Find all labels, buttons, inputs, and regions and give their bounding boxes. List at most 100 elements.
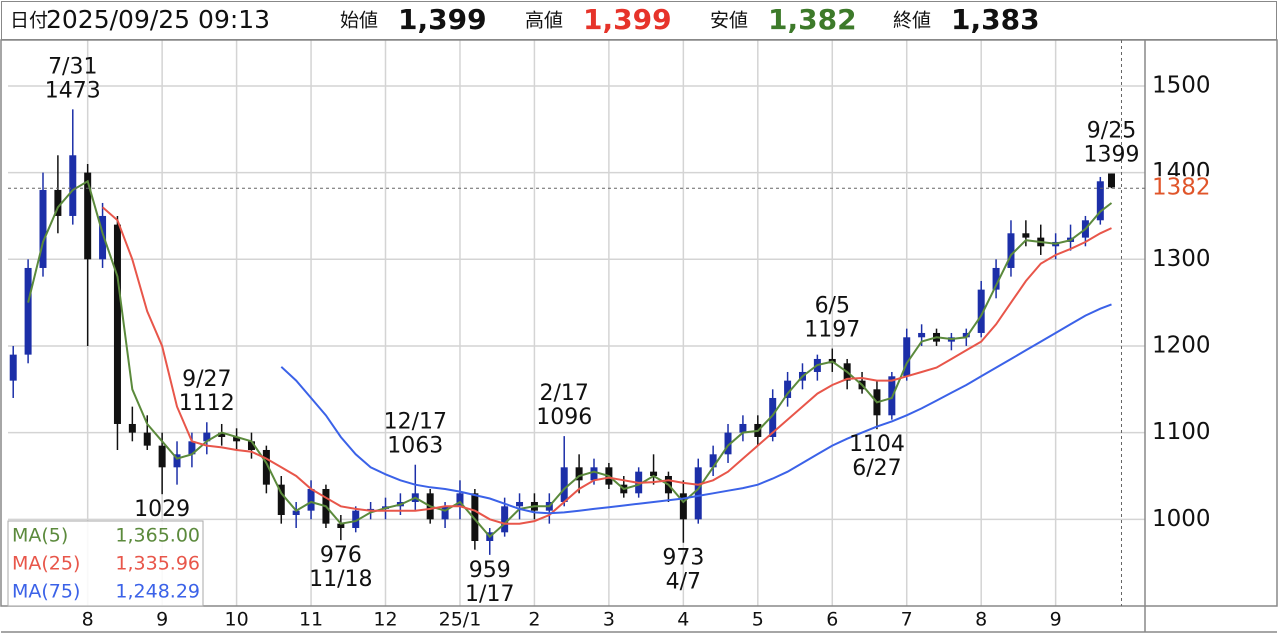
- last-price-label-bg: [1148, 176, 1218, 201]
- candle-body: [143, 432, 151, 446]
- x-tick-label: 11: [299, 609, 323, 631]
- candle-body: [709, 454, 717, 468]
- x-tick-label: 9: [1050, 609, 1062, 631]
- y-tick-label: 1200: [1152, 332, 1211, 358]
- candle-body: [724, 432, 732, 455]
- date-label: 日付: [10, 10, 48, 32]
- ma-line: [27, 179, 1113, 539]
- x-tick-label: 12: [373, 609, 397, 631]
- candle-body: [69, 155, 77, 216]
- annotation-date: 9/27: [182, 367, 231, 392]
- candle-body: [918, 332, 926, 338]
- candle-body: [590, 467, 598, 481]
- x-tick-label: 9: [156, 609, 168, 631]
- annotation-date: 1/17: [465, 582, 514, 607]
- x-tick-label: 8: [975, 609, 987, 631]
- date-value: 2025/09/25 09:13: [46, 5, 270, 34]
- candle-body: [1096, 181, 1104, 221]
- annotation-date: 2/17: [540, 381, 589, 406]
- annotation-date: 12/17: [384, 410, 447, 435]
- candle-body: [203, 432, 211, 442]
- ma-line: [280, 303, 1112, 515]
- annotation-value: 1063: [387, 434, 443, 459]
- annotation-date: 6/5: [815, 294, 850, 319]
- legend-box: [7, 520, 204, 607]
- candle-body: [471, 493, 479, 541]
- x-tick-label: 3: [603, 609, 615, 631]
- candle-body: [337, 523, 345, 528]
- y-tick-label: 1100: [1152, 419, 1211, 445]
- annotation-date: 4/7: [666, 570, 701, 595]
- y-tick-label: 1300: [1152, 246, 1211, 272]
- candle-body: [650, 471, 658, 476]
- x-tick-label: 4: [677, 609, 689, 631]
- candle-body: [784, 380, 792, 398]
- candle-body: [292, 510, 300, 515]
- legend-value: 1,335.96: [115, 553, 200, 575]
- annotation-value: 959: [469, 558, 511, 583]
- header-field-value: 1,399: [398, 3, 487, 36]
- candle-body: [99, 215, 107, 260]
- annotation-value: 1104: [849, 432, 905, 457]
- x-tick-label: 10: [224, 609, 248, 631]
- header-field-label: 始値: [340, 10, 378, 32]
- candle-body: [739, 423, 747, 433]
- legend-value: 1,248.29: [115, 581, 200, 603]
- header-bar: [1, 1, 1277, 40]
- candle-body: [962, 332, 970, 338]
- candle-body: [575, 467, 583, 481]
- candle-body: [501, 506, 509, 533]
- legend-value: 1,365.00: [115, 525, 200, 547]
- x-tick-label: 2: [528, 609, 540, 631]
- candle-body: [277, 484, 285, 515]
- candle-body: [903, 337, 911, 377]
- annotation-date: 7/31: [48, 54, 97, 79]
- candle-body: [262, 449, 270, 485]
- candle-body: [54, 189, 62, 216]
- candle-body: [679, 493, 687, 520]
- x-tick-label: 25/1: [439, 609, 482, 631]
- annotation-value: 1096: [536, 405, 592, 430]
- candle-body: [516, 501, 524, 507]
- legend-name: MA(75): [12, 581, 80, 603]
- candle-body: [977, 289, 985, 333]
- legend-name: MA(5): [12, 525, 68, 547]
- header-field-value: 1,399: [583, 3, 672, 36]
- plot-border: [0, 39, 1278, 607]
- annotation-value: 1029: [134, 497, 190, 522]
- x-tick-label: 6: [826, 609, 838, 631]
- candle-body: [992, 267, 1000, 290]
- candle-body: [113, 224, 121, 424]
- candle-body: [9, 354, 17, 381]
- header-field-value: 1,383: [951, 3, 1040, 36]
- annotation-date: 9/25: [1087, 118, 1136, 143]
- header-field-value: 1,382: [768, 3, 857, 36]
- candle-body: [769, 397, 777, 437]
- y-tick-label: 1000: [1152, 506, 1211, 532]
- x-tick-label: 5: [752, 609, 764, 631]
- candle-body: [158, 445, 166, 468]
- candle-body: [188, 441, 196, 455]
- candle-body: [441, 506, 449, 520]
- candle-body: [694, 467, 702, 520]
- annotation-date: 11/18: [309, 567, 372, 592]
- candle-body: [1107, 173, 1115, 188]
- x-tick-label: 8: [82, 609, 94, 631]
- candle-body: [247, 441, 255, 450]
- x-tick-label: 7: [901, 609, 913, 631]
- legend-name: MA(25): [12, 553, 80, 575]
- candle-body: [307, 488, 315, 511]
- candle-body: [128, 423, 136, 433]
- candle-body: [218, 432, 226, 437]
- candle-body: [352, 510, 360, 528]
- candle-body: [560, 467, 568, 502]
- ma-line: [101, 206, 1112, 525]
- candle-body: [1022, 233, 1030, 238]
- header-field-label: 安値: [710, 10, 748, 32]
- last-price-label: 1382: [1152, 175, 1211, 201]
- annotation-date: 6/27: [852, 456, 901, 481]
- candle-body: [39, 189, 47, 268]
- header-field-label: 高値: [525, 10, 563, 32]
